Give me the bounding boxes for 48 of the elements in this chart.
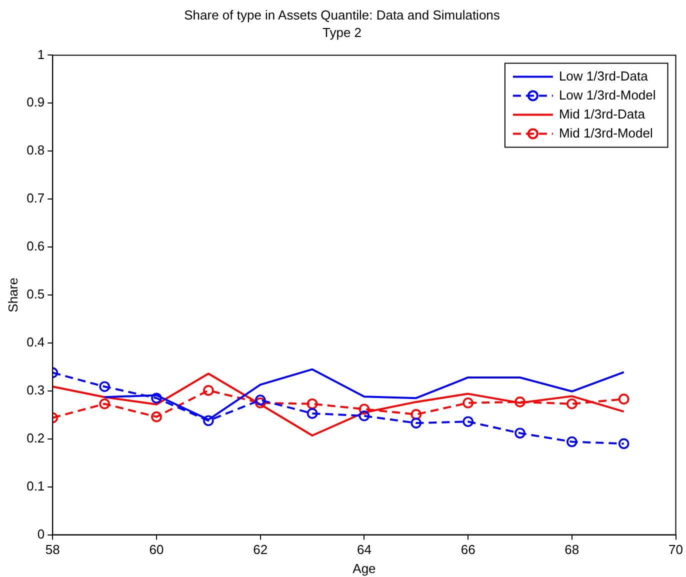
point [306, 398, 318, 410]
point [203, 415, 214, 426]
legend-label: Low 1/3rd-Model [558, 87, 656, 102]
chart-title: Share of type in Assets Quantile: Data and Simulations [184, 7, 500, 22]
y-tick-label: 0.4 [26, 334, 45, 350]
y-tick-label: 0 [37, 526, 45, 542]
x-tick-label: 58 [45, 542, 60, 558]
y-tick-label: 0.5 [26, 286, 45, 302]
point [618, 438, 630, 450]
point [566, 398, 578, 410]
x-tick-label: 60 [149, 542, 164, 558]
point [254, 398, 266, 408]
point [618, 394, 630, 404]
point [254, 394, 266, 406]
point [410, 418, 422, 428]
point [514, 428, 526, 439]
y-tick-label: 0.2 [26, 430, 45, 446]
y-tick-label: 0.7 [26, 190, 45, 206]
y-axis-title: Share [5, 278, 20, 312]
y-tick-label: 0.8 [26, 142, 45, 158]
y-tick-label: 0.1 [26, 478, 45, 494]
y-tick-label: 0.9 [26, 94, 45, 110]
point [462, 398, 474, 408]
point [99, 381, 110, 392]
point [151, 411, 162, 422]
point [566, 436, 578, 448]
x-tick-label: 64 [356, 542, 372, 558]
point [358, 410, 370, 422]
y-tick-label: 0.3 [26, 382, 45, 398]
legend-label: Mid 1/3rd-Model [558, 125, 653, 140]
x-tick-label: 66 [460, 542, 476, 558]
y-tick-label: 0.6 [26, 238, 45, 254]
legend-label: Mid 1/3rd-Data [558, 106, 646, 122]
point [514, 396, 526, 408]
point [358, 404, 370, 415]
point [151, 392, 162, 404]
point [410, 409, 422, 420]
x-axis-title: Age [352, 560, 376, 576]
x-tick-label: 68 [564, 542, 580, 558]
x-tick-label: 62 [253, 542, 268, 558]
x-tick-label: 70 [668, 542, 684, 558]
point [203, 385, 214, 396]
point [306, 408, 318, 419]
legend-label: Low 1/3rd-Data [558, 68, 649, 84]
chart-subtitle: Type 2 [322, 24, 362, 40]
y-tick-label: 1 [37, 46, 45, 62]
point [99, 398, 110, 410]
point [462, 416, 474, 428]
